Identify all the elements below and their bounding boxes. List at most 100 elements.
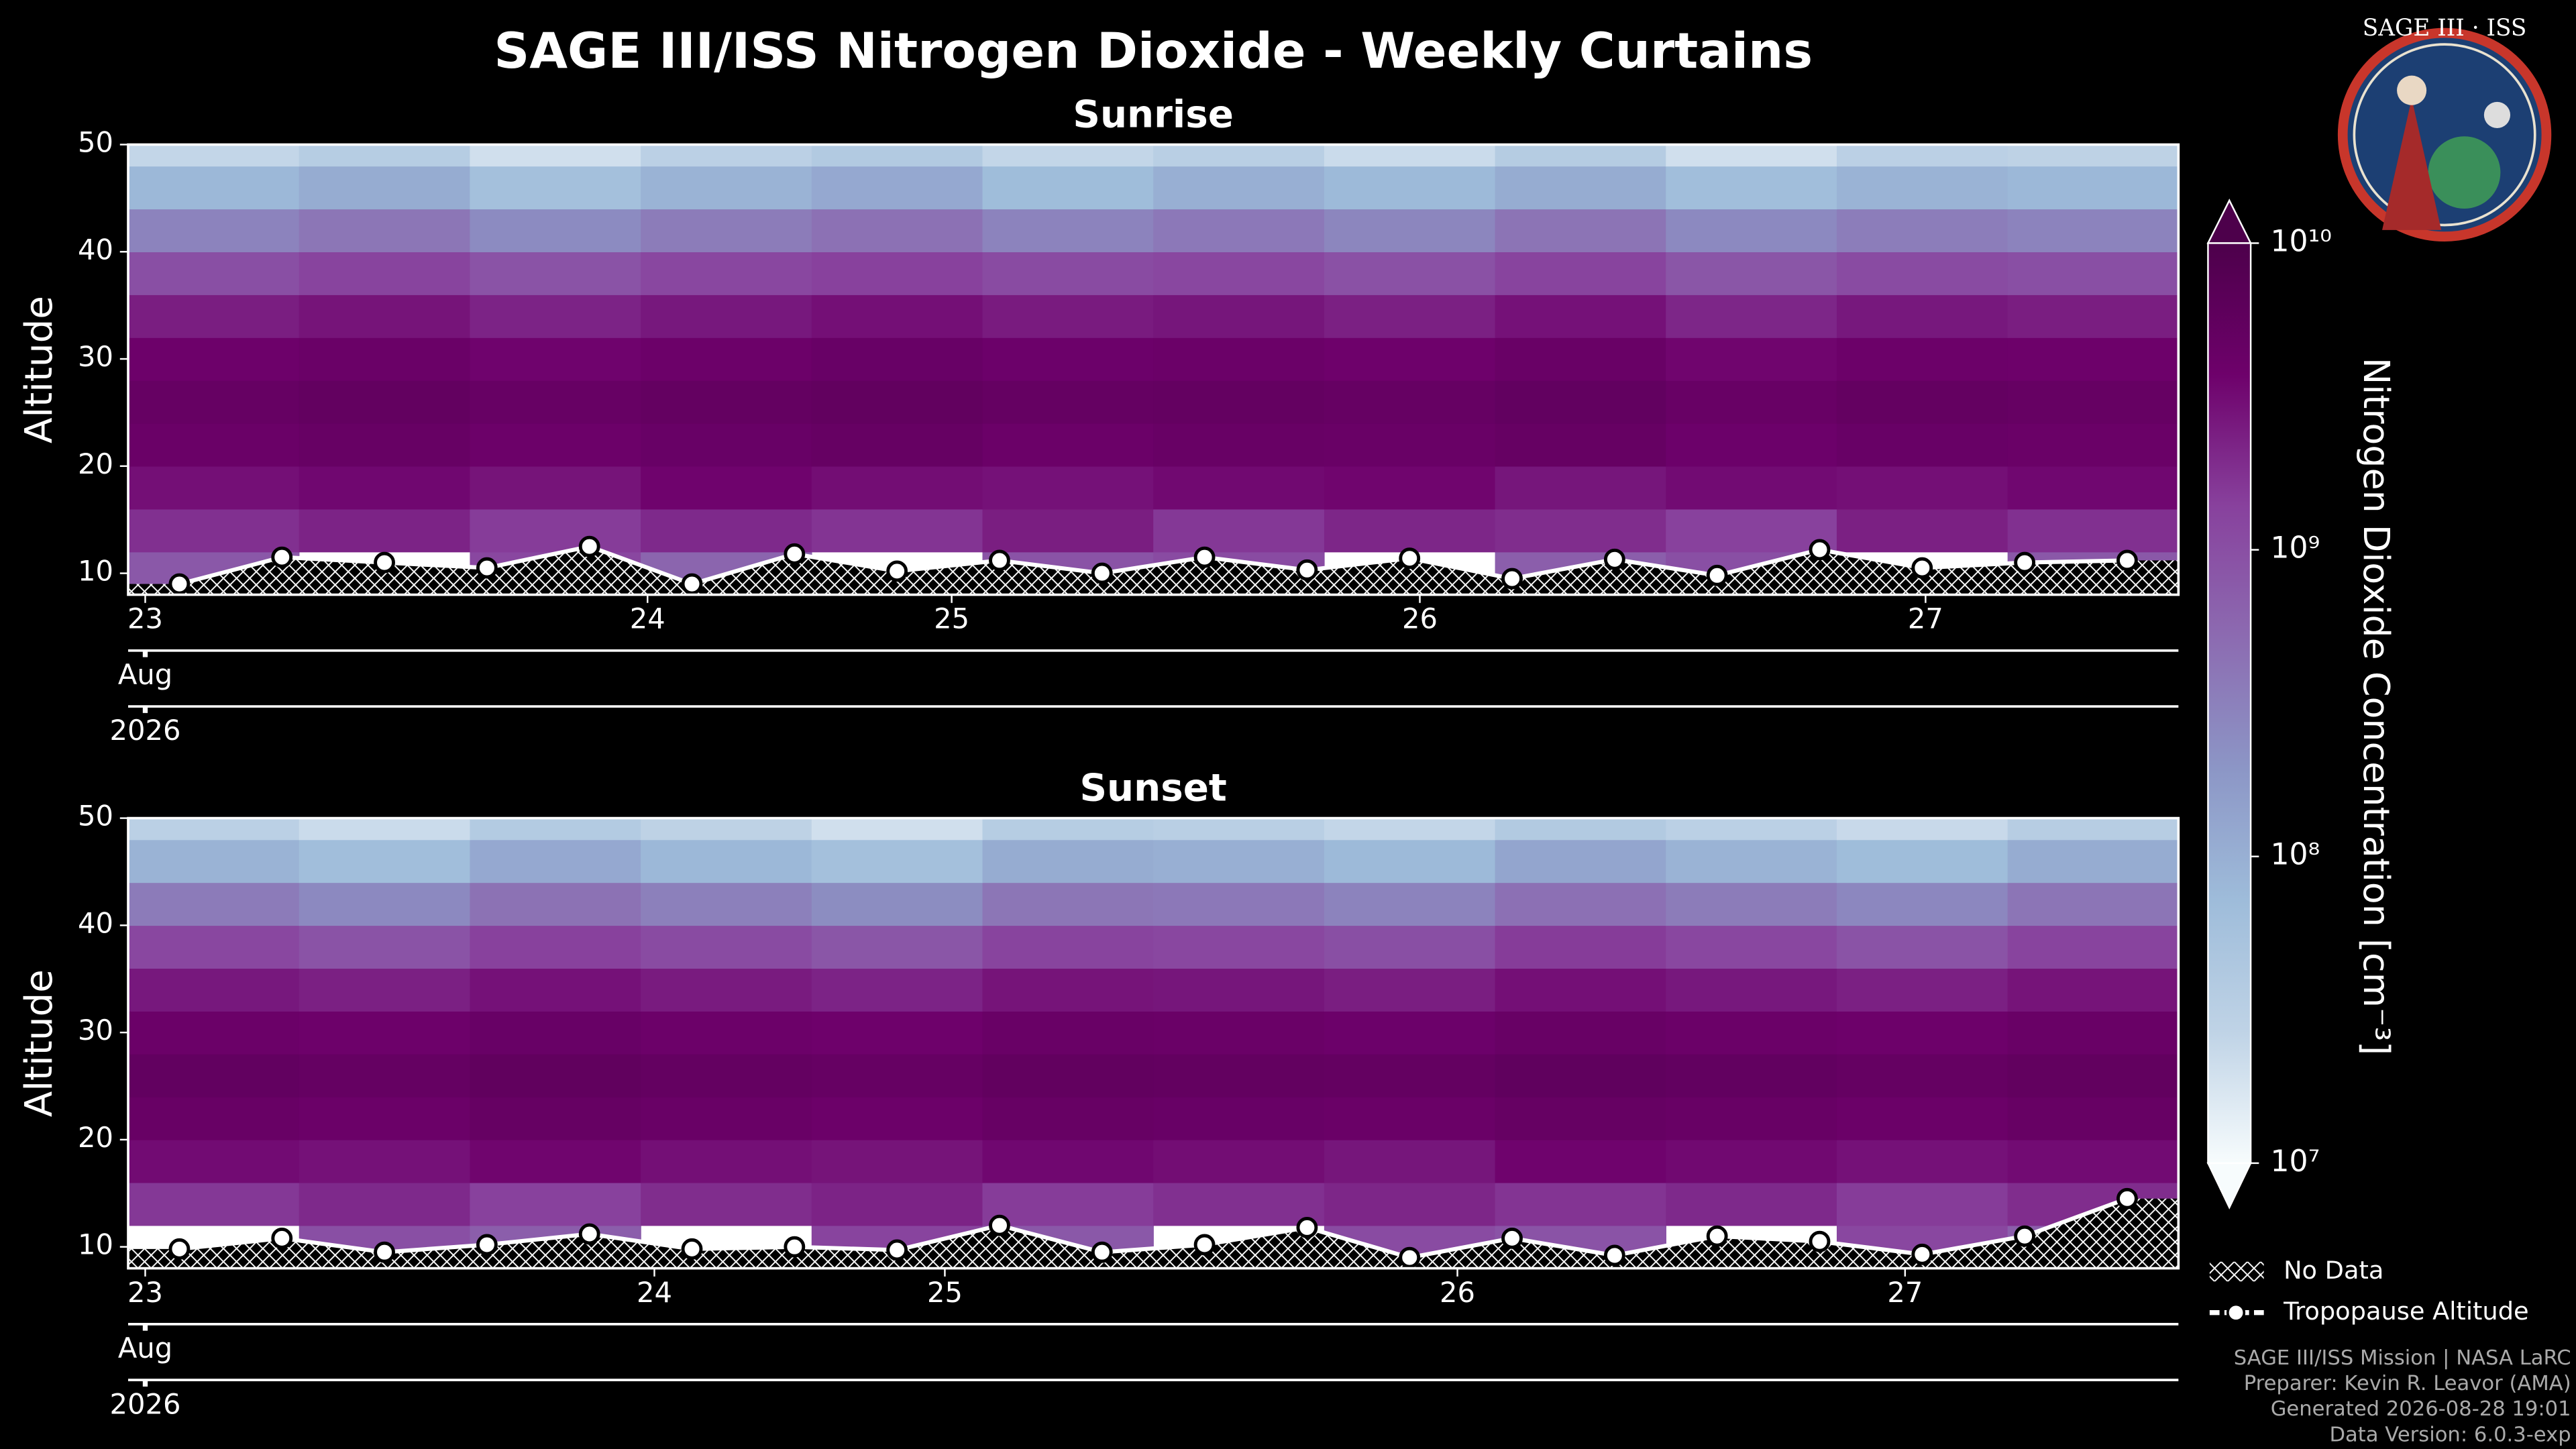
legend-label: No Data [2284,1256,2383,1285]
heatmap-cell [1836,423,2008,467]
tropopause-marker [681,1238,703,1260]
heatmap-cell [641,1182,812,1226]
heatmap-cell [1324,882,1496,926]
page-title: SAGE III/ISS Nitrogen Dioxide - Weekly C… [494,23,1813,80]
heatmap-cell [1324,294,1496,338]
heatmap-cell [299,968,471,1012]
heatmap-cell [1324,508,1496,553]
heatmap-cell [641,508,812,553]
tropopause-marker [1911,1243,1933,1265]
heatmap-cell [982,337,1154,381]
heatmap-cell [641,294,812,338]
tropopause-marker [886,1239,908,1261]
tropopause-marker [1501,1227,1523,1249]
x-tick-label: 26 [1402,602,1438,635]
heatmap-cell [299,1011,471,1055]
heatmap-cell [1153,252,1325,295]
heatmap-cell [299,209,471,253]
heatmap-cell [128,882,300,926]
colorbar-tick-label: 10⁸ [2270,838,2320,872]
date-axis-label: Aug [118,658,172,691]
heatmap-cell [128,466,300,510]
heatmap-cell [811,839,983,883]
colorbar [2207,242,2252,1165]
heatmap-cell [1836,925,2008,969]
heatmap-cell [1495,252,1666,295]
x-tick-label: 24 [630,602,665,635]
legend-marker [2226,1303,2246,1322]
heatmap-cell [299,252,471,295]
heatmap-cell [1836,209,2008,253]
heatmap-cell [2007,1054,2179,1097]
y-tick-label: 10 [78,1228,113,1261]
tropopause-marker [989,549,1010,572]
heatmap-cell [128,968,300,1012]
date-axis-label: 2026 [110,714,181,747]
heatmap-cell [811,925,983,969]
heatmap-cell [811,209,983,253]
heatmap-cell [128,166,300,210]
heatmap-cell [128,380,300,424]
heatmap-cell [982,882,1154,926]
heatmap-cell [1153,818,1325,841]
heatmap-cell [982,423,1154,467]
heatmap-cell [1153,209,1325,253]
heatmap-cell [811,968,983,1012]
heatmap-cell [2007,508,2179,553]
y-tick-label: 50 [78,126,113,159]
heatmap-cell [811,1139,983,1183]
heatmap-cell [641,1139,812,1183]
heatmap-cell [1324,209,1496,253]
heatmap-cell [128,423,300,467]
heatmap-cell [641,818,812,841]
heatmap-cell [2007,144,2179,167]
heatmap-cell [1153,508,1325,553]
tropopause-marker [578,1223,600,1245]
heatmap-cell [2007,839,2179,883]
heatmap-cell [1495,423,1666,467]
x-tick-label: 27 [1887,1276,1923,1309]
heatmap-cell [982,1054,1154,1097]
heatmap-cell [299,466,471,510]
heatmap-cell [2007,882,2179,926]
heatmap-cell [1836,818,2008,841]
heatmap-cell [1495,1139,1666,1183]
heatmap-cell [2007,337,2179,381]
heatmap-cell [1324,466,1496,510]
footer-line: Preparer: Kevin R. Leavor (AMA) [2244,1372,2571,1395]
heatmap-cell [811,144,983,167]
tropopause-marker [271,1227,293,1249]
heatmap-cell [128,1182,300,1226]
heatmap-cell [1324,423,1496,467]
heatmap-cell [1153,1096,1325,1140]
chart-title: Sunset [1079,767,1226,810]
heatmap-cell [811,508,983,553]
y-tick-label: 40 [78,906,113,939]
heatmap-cell [982,1096,1154,1140]
heatmap-cell [299,1054,471,1097]
heatmap-cell [128,294,300,338]
heatmap-cell [641,925,812,969]
tropopause-marker [1603,1244,1625,1267]
tropopause-marker [374,551,395,574]
tropopause-marker [168,573,191,595]
heatmap-cell [982,925,1154,969]
footer-line: Generated 2026-08-28 19:01 [2271,1397,2571,1421]
heatmap-cell [1495,166,1666,210]
tropopause-marker [374,1241,395,1263]
heatmap-cell [641,166,812,210]
heatmap-cell [1324,1182,1496,1226]
heatmap-cell [811,1096,983,1140]
heatmap-cell [128,337,300,381]
heatmap-cell [982,968,1154,1012]
colorbar-extend-top [2206,199,2253,244]
heatmap-cell [1495,1011,1666,1055]
heatmap-cell [1836,1139,2008,1183]
heatmap-cell [2007,925,2179,969]
heatmap-cell [2007,166,2179,210]
heatmap-cell [1153,1182,1325,1226]
heatmap-cell [1324,925,1496,969]
x-tick-label: 24 [637,1276,672,1309]
heatmap-cell [1153,1011,1325,1055]
